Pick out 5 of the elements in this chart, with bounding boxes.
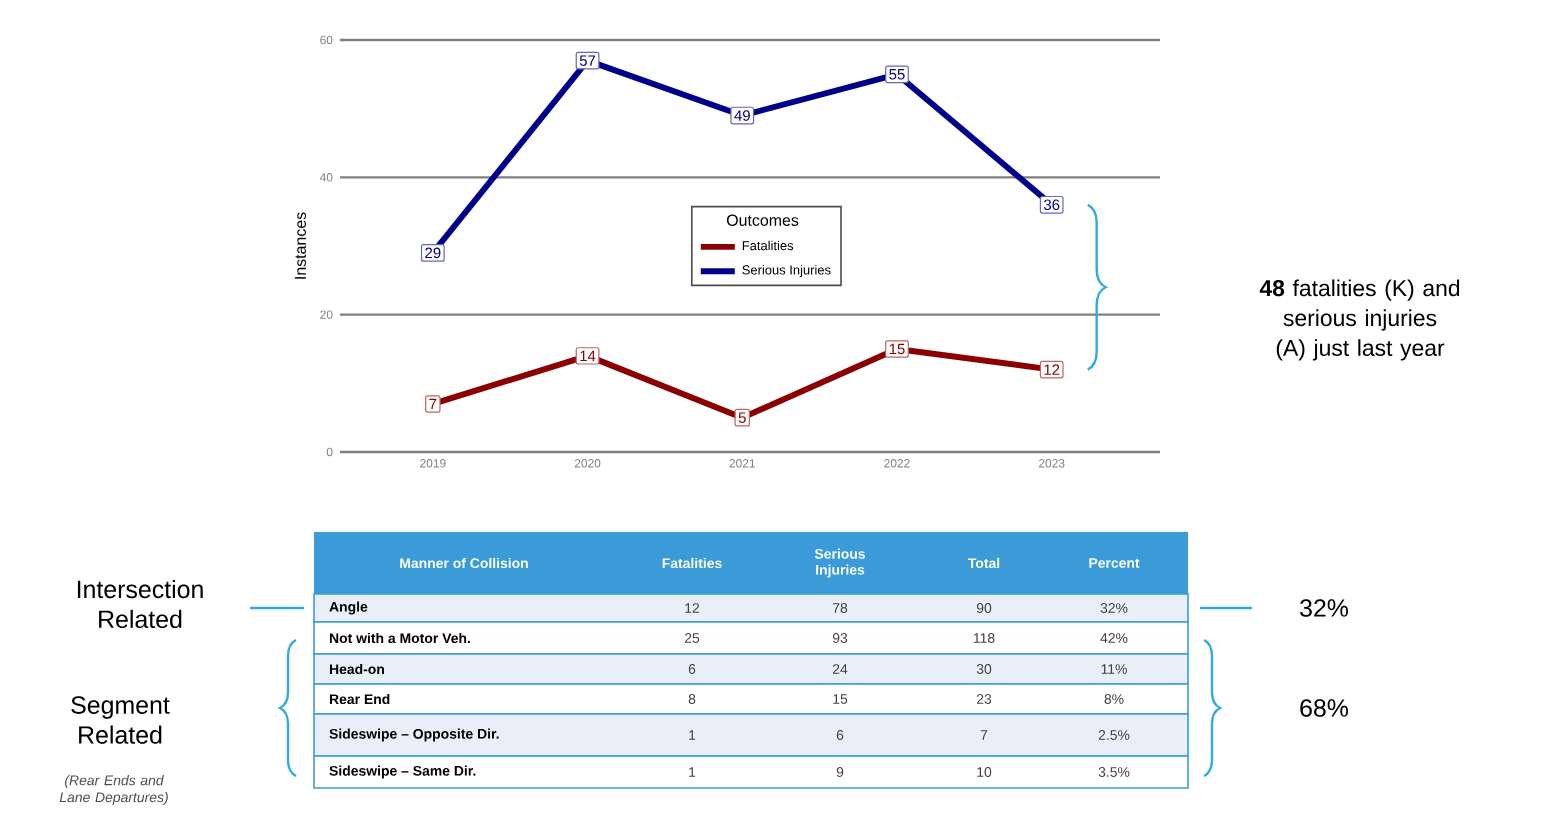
text: Intersection Related bbox=[77, 579, 203, 629]
text: 32% bbox=[1300, 599, 1349, 617]
text: Segment Related bbox=[71, 696, 170, 744]
text: 48 fatalities (K) and serious injuries (A) just last year bbox=[1259, 279, 1460, 361]
text: 68% bbox=[1300, 699, 1349, 717]
